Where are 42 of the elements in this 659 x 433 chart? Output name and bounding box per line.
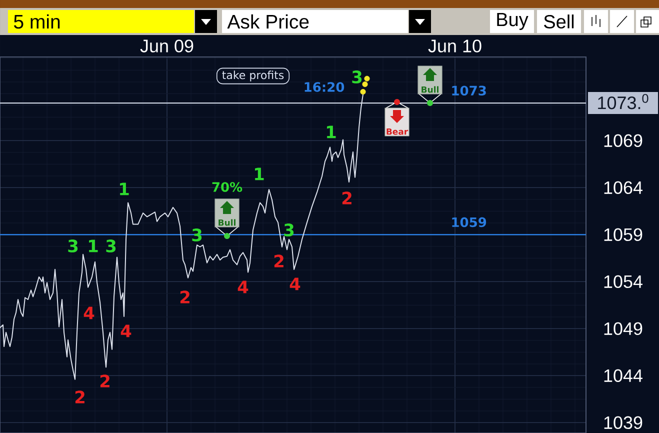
y-tick-label: 1069 [604,134,642,148]
annotation: Bull [422,86,438,93]
ref-line-label: 1059 [452,217,486,228]
annotation: 2 [342,192,352,204]
y-tick-label: 1044 [604,369,642,382]
annotation: 3 [106,240,116,252]
annotation: 2 [100,374,110,388]
y-tick-label: 1039 [604,416,642,430]
point [364,76,370,82]
y-tick-label: 1049 [604,322,642,336]
annotation: 4 [84,306,94,320]
text: Ask Price [227,14,309,29]
annotation: Bear [386,128,408,135]
text: Buy [497,12,528,30]
text: 5 min [14,14,60,29]
ref-line-label: 1073 [452,86,486,96]
annotation: 2 [274,254,284,268]
point [362,81,368,88]
annotation: 1 [255,168,264,180]
text: Sell [544,14,574,28]
annotation: 4 [290,278,300,290]
annotation: 3 [284,224,294,236]
annotation: 1 [89,240,98,252]
annotation: 3 [68,240,78,252]
point [360,88,366,95]
annotation: 4 [238,280,248,294]
y-tick-label: 1059 [604,228,642,242]
x-tick-label: Jun 09 [140,40,194,52]
annotation: 2 [75,390,84,404]
annotation: Bull [218,219,236,226]
y-tick-label: 1064 [604,181,642,194]
annotation: 16:20 [304,82,344,92]
annotation: 1 [120,182,129,196]
annotation: 1 [327,126,336,138]
y-tick-label: 1073.$^{0}$ [598,94,648,110]
annotation: 70% [212,182,242,192]
annotation: 4 [120,324,132,338]
y-tick-label: 1054 [604,275,642,288]
annotation: 2 [180,290,190,304]
x-tick-label: Jun 10 [428,40,482,52]
annotation: 3 [352,70,362,84]
annotation: take profits [222,70,284,82]
